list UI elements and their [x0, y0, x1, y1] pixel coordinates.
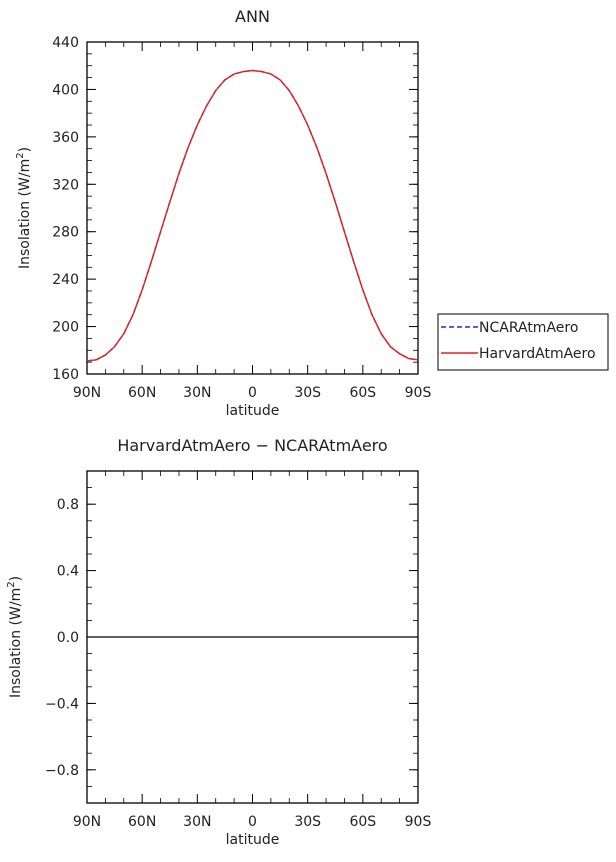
y-tick-label: 360 [52, 130, 79, 146]
x-tick-label: 30N [183, 814, 211, 830]
x-tick-label: 60S [349, 814, 376, 830]
y-axis-label: Insolation (W/m2) [15, 147, 33, 269]
legend-box [437, 313, 609, 371]
x-tick-label: 60N [128, 385, 156, 401]
y-axis-label-superscript: 2 [6, 581, 17, 587]
y-tick-label: 0.4 [57, 564, 79, 580]
y-tick-label: 440 [52, 35, 79, 51]
y-tick-label: 160 [52, 367, 79, 383]
plot-frame [86, 41, 419, 375]
series-line-harvardatmaero [86, 69, 419, 362]
y-tick-label: 280 [52, 225, 79, 241]
x-tick-label: 90S [405, 814, 432, 830]
x-tick-label: 30S [294, 385, 321, 401]
y-tick-label: 0.8 [57, 497, 79, 513]
y-tick-label: 0.0 [57, 630, 79, 646]
y-tick-label: 200 [52, 320, 79, 336]
y-axis-label-superscript: 2 [15, 152, 26, 158]
y-tick-label: −0.8 [45, 763, 79, 779]
legend: NCARAtmAero HarvardAtmAero [437, 313, 609, 371]
y-axis-label-end: ) [17, 147, 33, 152]
legend-entry-label: HarvardAtmAero [479, 346, 596, 362]
y-tick-label: −0.4 [45, 696, 79, 712]
y-axis-label-end: ) [8, 576, 24, 581]
y-tick-label: 320 [52, 177, 79, 193]
y-axis-label-main: Insolation (W/m [17, 159, 33, 269]
chart-panel-2: HarvardAtmAero − NCARAtmAero 90N 60N 30N 0 30… [6, 436, 431, 848]
x-tick-label: 30S [294, 814, 321, 830]
x-tick-label: 90N [73, 814, 101, 830]
x-tick-label: 60S [349, 385, 376, 401]
x-tick-label: 0 [248, 814, 257, 830]
y-axis-label-main: Insolation (W/m [8, 588, 24, 698]
chart-panel-1: ANN 90N 60N 30N 0 30S 60S 90S 160 200 240 280 320 360… [15, 7, 609, 419]
chart-title: ANN [235, 7, 270, 26]
y-axis-label: Insolation (W/m2) [6, 576, 24, 698]
series-line-ncaratmaero [86, 69, 419, 362]
x-tick-label: 90S [405, 385, 432, 401]
x-tick-label: 30N [183, 385, 211, 401]
x-tick-label: 90N [73, 385, 101, 401]
x-tick-label: 60N [128, 814, 156, 830]
x-axis-label: latitude [226, 403, 280, 419]
y-tick-label: 240 [52, 272, 79, 288]
chart-title: HarvardAtmAero − NCARAtmAero [117, 436, 387, 455]
x-tick-label: 0 [248, 385, 257, 401]
x-axis-label: latitude [226, 832, 280, 848]
y-tick-label: 400 [52, 82, 79, 98]
legend-entry-label: NCARAtmAero [479, 320, 578, 336]
